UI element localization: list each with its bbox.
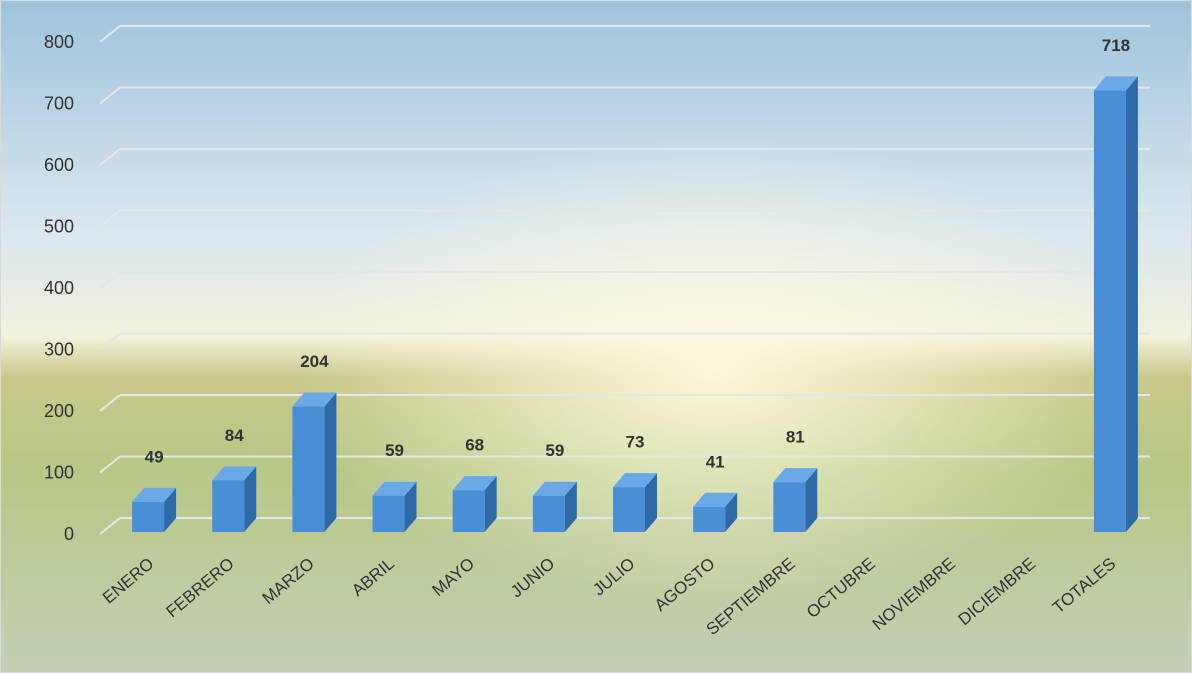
data-label: 49: [145, 447, 164, 466]
y-tick-label: 600: [44, 155, 74, 175]
bar-front: [1094, 90, 1126, 532]
data-label: 81: [786, 428, 805, 447]
data-label: 84: [225, 426, 244, 445]
data-label: 68: [465, 436, 484, 455]
bar-front: [212, 480, 244, 532]
bar: [613, 473, 657, 532]
data-label: 59: [545, 441, 564, 460]
bar: [373, 482, 417, 532]
y-tick-label: 700: [44, 93, 74, 113]
y-tick-label: 400: [44, 278, 74, 298]
y-tick-label: 200: [44, 401, 74, 421]
bar-front: [613, 487, 645, 532]
data-label: 73: [626, 433, 645, 452]
bar: [212, 466, 256, 532]
data-label: 41: [706, 452, 725, 471]
bar-side: [324, 393, 336, 532]
data-label: 59: [385, 441, 404, 460]
y-tick-label: 0: [64, 524, 74, 544]
bar: [533, 482, 577, 532]
bar-side: [1126, 76, 1138, 532]
bar: [292, 393, 336, 532]
data-label: 718: [1102, 36, 1130, 55]
y-tick-label: 100: [44, 462, 74, 482]
bar-front: [693, 507, 725, 532]
data-label: 204: [300, 352, 329, 371]
bar-front: [373, 496, 405, 532]
bar-front: [453, 490, 485, 532]
bar: [453, 476, 497, 532]
y-tick-label: 300: [44, 339, 74, 359]
bar-front: [132, 502, 164, 532]
bar: [1094, 76, 1138, 532]
y-tick-label: 500: [44, 216, 74, 236]
bar-front: [533, 496, 565, 532]
chart: 0100200300400500600700800ENERO49FEBRERO8…: [0, 0, 1192, 673]
bar-front: [292, 407, 324, 532]
bar: [132, 488, 176, 532]
bar: [773, 468, 817, 532]
y-tick-label: 800: [44, 32, 74, 52]
bar-front: [773, 482, 805, 532]
